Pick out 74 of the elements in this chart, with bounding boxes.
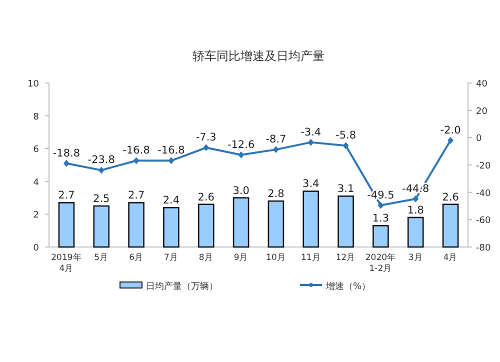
point — [63, 160, 70, 167]
x-tick-label: 11月 — [300, 253, 321, 263]
point — [168, 157, 174, 164]
data-label: 1.8 — [407, 204, 424, 216]
legend-label: 增速（%） — [325, 281, 371, 292]
bar — [232, 197, 250, 248]
data-label: -8.7 — [266, 134, 286, 146]
data-label: 2.6 — [198, 191, 215, 204]
point — [203, 144, 210, 152]
y-tick-label: 10 — [28, 80, 40, 90]
x-tick-label: 9月 — [234, 253, 248, 263]
data-label: 3.0 — [232, 184, 250, 197]
data-label: -3.4 — [300, 126, 322, 138]
y-tick-label: 8 — [33, 112, 40, 122]
point — [272, 146, 279, 154]
y-tick-label: 6 — [33, 145, 40, 156]
data-label: -16.8 — [122, 144, 150, 157]
data-label: -7.3 — [196, 132, 216, 144]
legend-label: 日均产量（万辆） — [146, 281, 218, 292]
y-tick-label: 2 — [33, 210, 39, 221]
data-label: -2.0 — [440, 124, 461, 136]
x-tick-label: 8月 — [198, 253, 214, 263]
bar — [128, 202, 144, 248]
data-label: 2.4 — [162, 194, 180, 207]
data-label: 3.4 — [302, 178, 320, 190]
data-label: 2.7 — [58, 190, 75, 202]
point — [448, 136, 454, 144]
x-tick-label: 3月 — [408, 253, 423, 263]
bar — [407, 216, 424, 248]
data-label: -5.8 — [336, 130, 356, 142]
data-label: 3.1 — [337, 183, 354, 196]
data-label: -18.8 — [52, 147, 80, 160]
point — [412, 195, 419, 202]
x-tick-label: 2020年 1-2月 — [365, 252, 396, 274]
y2-tick-label: 40 — [476, 80, 488, 90]
y2-tick-label: -60 — [476, 216, 491, 226]
point — [378, 202, 384, 209]
x-tick-label: 12月 — [336, 253, 356, 263]
bar — [442, 204, 459, 248]
data-label: 1.3 — [372, 212, 390, 225]
data-label: 2.6 — [442, 191, 460, 204]
data-label: -23.8 — [88, 154, 115, 166]
x-tick-label: 5月 — [94, 253, 109, 263]
bar — [58, 202, 75, 248]
point — [98, 166, 104, 174]
point — [308, 138, 314, 146]
point — [238, 151, 244, 158]
data-label: -16.8 — [158, 144, 185, 157]
bar — [198, 204, 214, 248]
y2-tick-label: -80 — [476, 244, 491, 254]
bar — [163, 206, 180, 248]
x-tick-label: 10月 — [266, 253, 286, 263]
data-label: 2.7 — [128, 190, 145, 202]
bar — [338, 196, 354, 248]
y2-tick-label: 0 — [476, 134, 482, 144]
x-tick-label: 2019年 4月 — [51, 252, 82, 274]
point — [133, 157, 140, 164]
x-tick-label: 6月 — [129, 253, 144, 263]
y2-tick-label: -40 — [476, 188, 491, 199]
bar — [268, 200, 284, 248]
data-label: 2.8 — [268, 188, 284, 200]
y-tick-label: 0 — [33, 244, 40, 254]
bar — [372, 225, 389, 248]
data-label: 2.5 — [93, 193, 110, 205]
bar — [93, 205, 110, 248]
x-tick-label: 4月 — [443, 253, 458, 263]
y2-tick-label: 20 — [476, 106, 488, 117]
x-tick-label: 7月 — [164, 253, 178, 263]
y-tick-label: 4 — [33, 178, 40, 188]
y2-tick-label: -20 — [476, 162, 491, 172]
bar — [302, 190, 320, 248]
point — [342, 142, 349, 150]
chart-title: 轿车同比增速及日均产量 — [192, 49, 324, 63]
data-label: -12.6 — [227, 138, 255, 151]
